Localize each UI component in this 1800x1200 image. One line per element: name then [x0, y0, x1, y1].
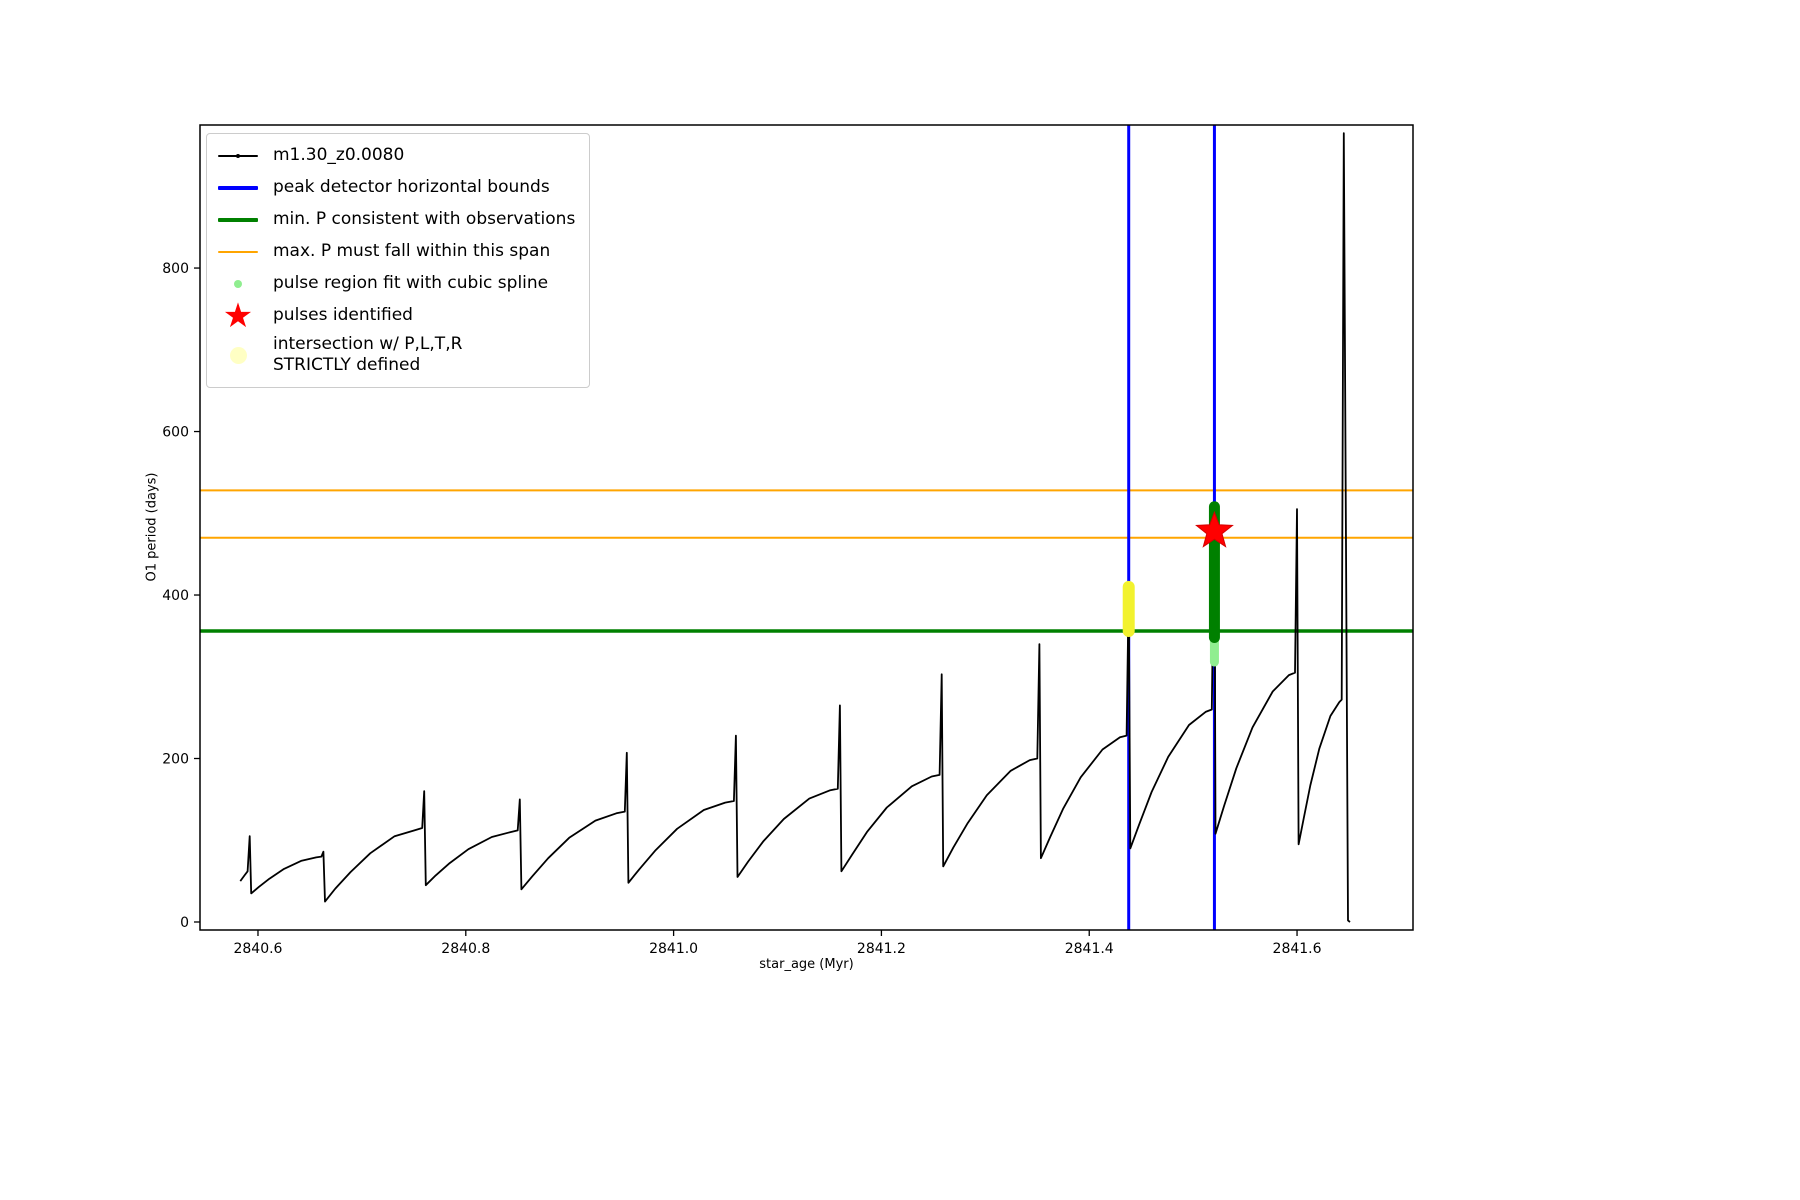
legend-marker-star-icon: ★ [222, 296, 254, 336]
legend-marker-line [217, 238, 259, 266]
x-tick-label: 2841.6 [1273, 941, 1322, 957]
legend-label: m1.30_z0.0080 [273, 145, 405, 166]
legend-item: max. P must fall within this span [217, 238, 575, 266]
legend-marker-line [217, 206, 259, 234]
legend-marker-dot [217, 341, 259, 369]
legend-item: m1.30_z0.0080 [217, 142, 575, 170]
legend-item: min. P consistent with observations [217, 206, 575, 234]
x-tick-label: 2841.4 [1065, 941, 1114, 957]
legend-label: pulses identified [273, 305, 413, 326]
y-tick-label: 600 [162, 425, 189, 441]
legend-item: peak detector horizontal bounds [217, 174, 575, 202]
legend-item: ★ pulses identified [217, 296, 575, 336]
x-axis-label: star_age (Myr) [759, 957, 854, 972]
x-tick-label: 2840.8 [441, 941, 490, 957]
y-tick-label: 0 [180, 915, 189, 931]
pulse-star-marker [1195, 510, 1234, 548]
legend-label: intersection w/ P,L,T,R STRICTLY defined [273, 334, 463, 376]
x-tick-label: 2841.2 [857, 941, 906, 957]
legend-marker-line-dot [217, 142, 259, 170]
y-tick-label: 800 [162, 261, 189, 277]
axes-frame [199, 124, 1414, 931]
legend-marker-line [217, 174, 259, 202]
legend-label: min. P consistent with observations [273, 209, 576, 230]
y-tick-label: 200 [162, 752, 189, 768]
legend-label: peak detector horizontal bounds [273, 177, 550, 198]
legend-item: intersection w/ P,L,T,R STRICTLY defined [217, 334, 575, 377]
x-tick-label: 2841.0 [649, 941, 698, 957]
legend-label: pulse region fit with cubic spline [273, 273, 549, 294]
legend-marker-dot [217, 270, 259, 298]
legend-item: pulse region fit with cubic spline [217, 270, 575, 298]
x-tick-label: 2840.6 [233, 941, 282, 957]
legend-label: max. P must fall within this span [273, 241, 551, 262]
y-tick-label: 400 [162, 588, 189, 604]
series-m1.30_z0.0080 [239, 132, 1351, 923]
y-axis-label: O1 period (days) [144, 472, 160, 582]
